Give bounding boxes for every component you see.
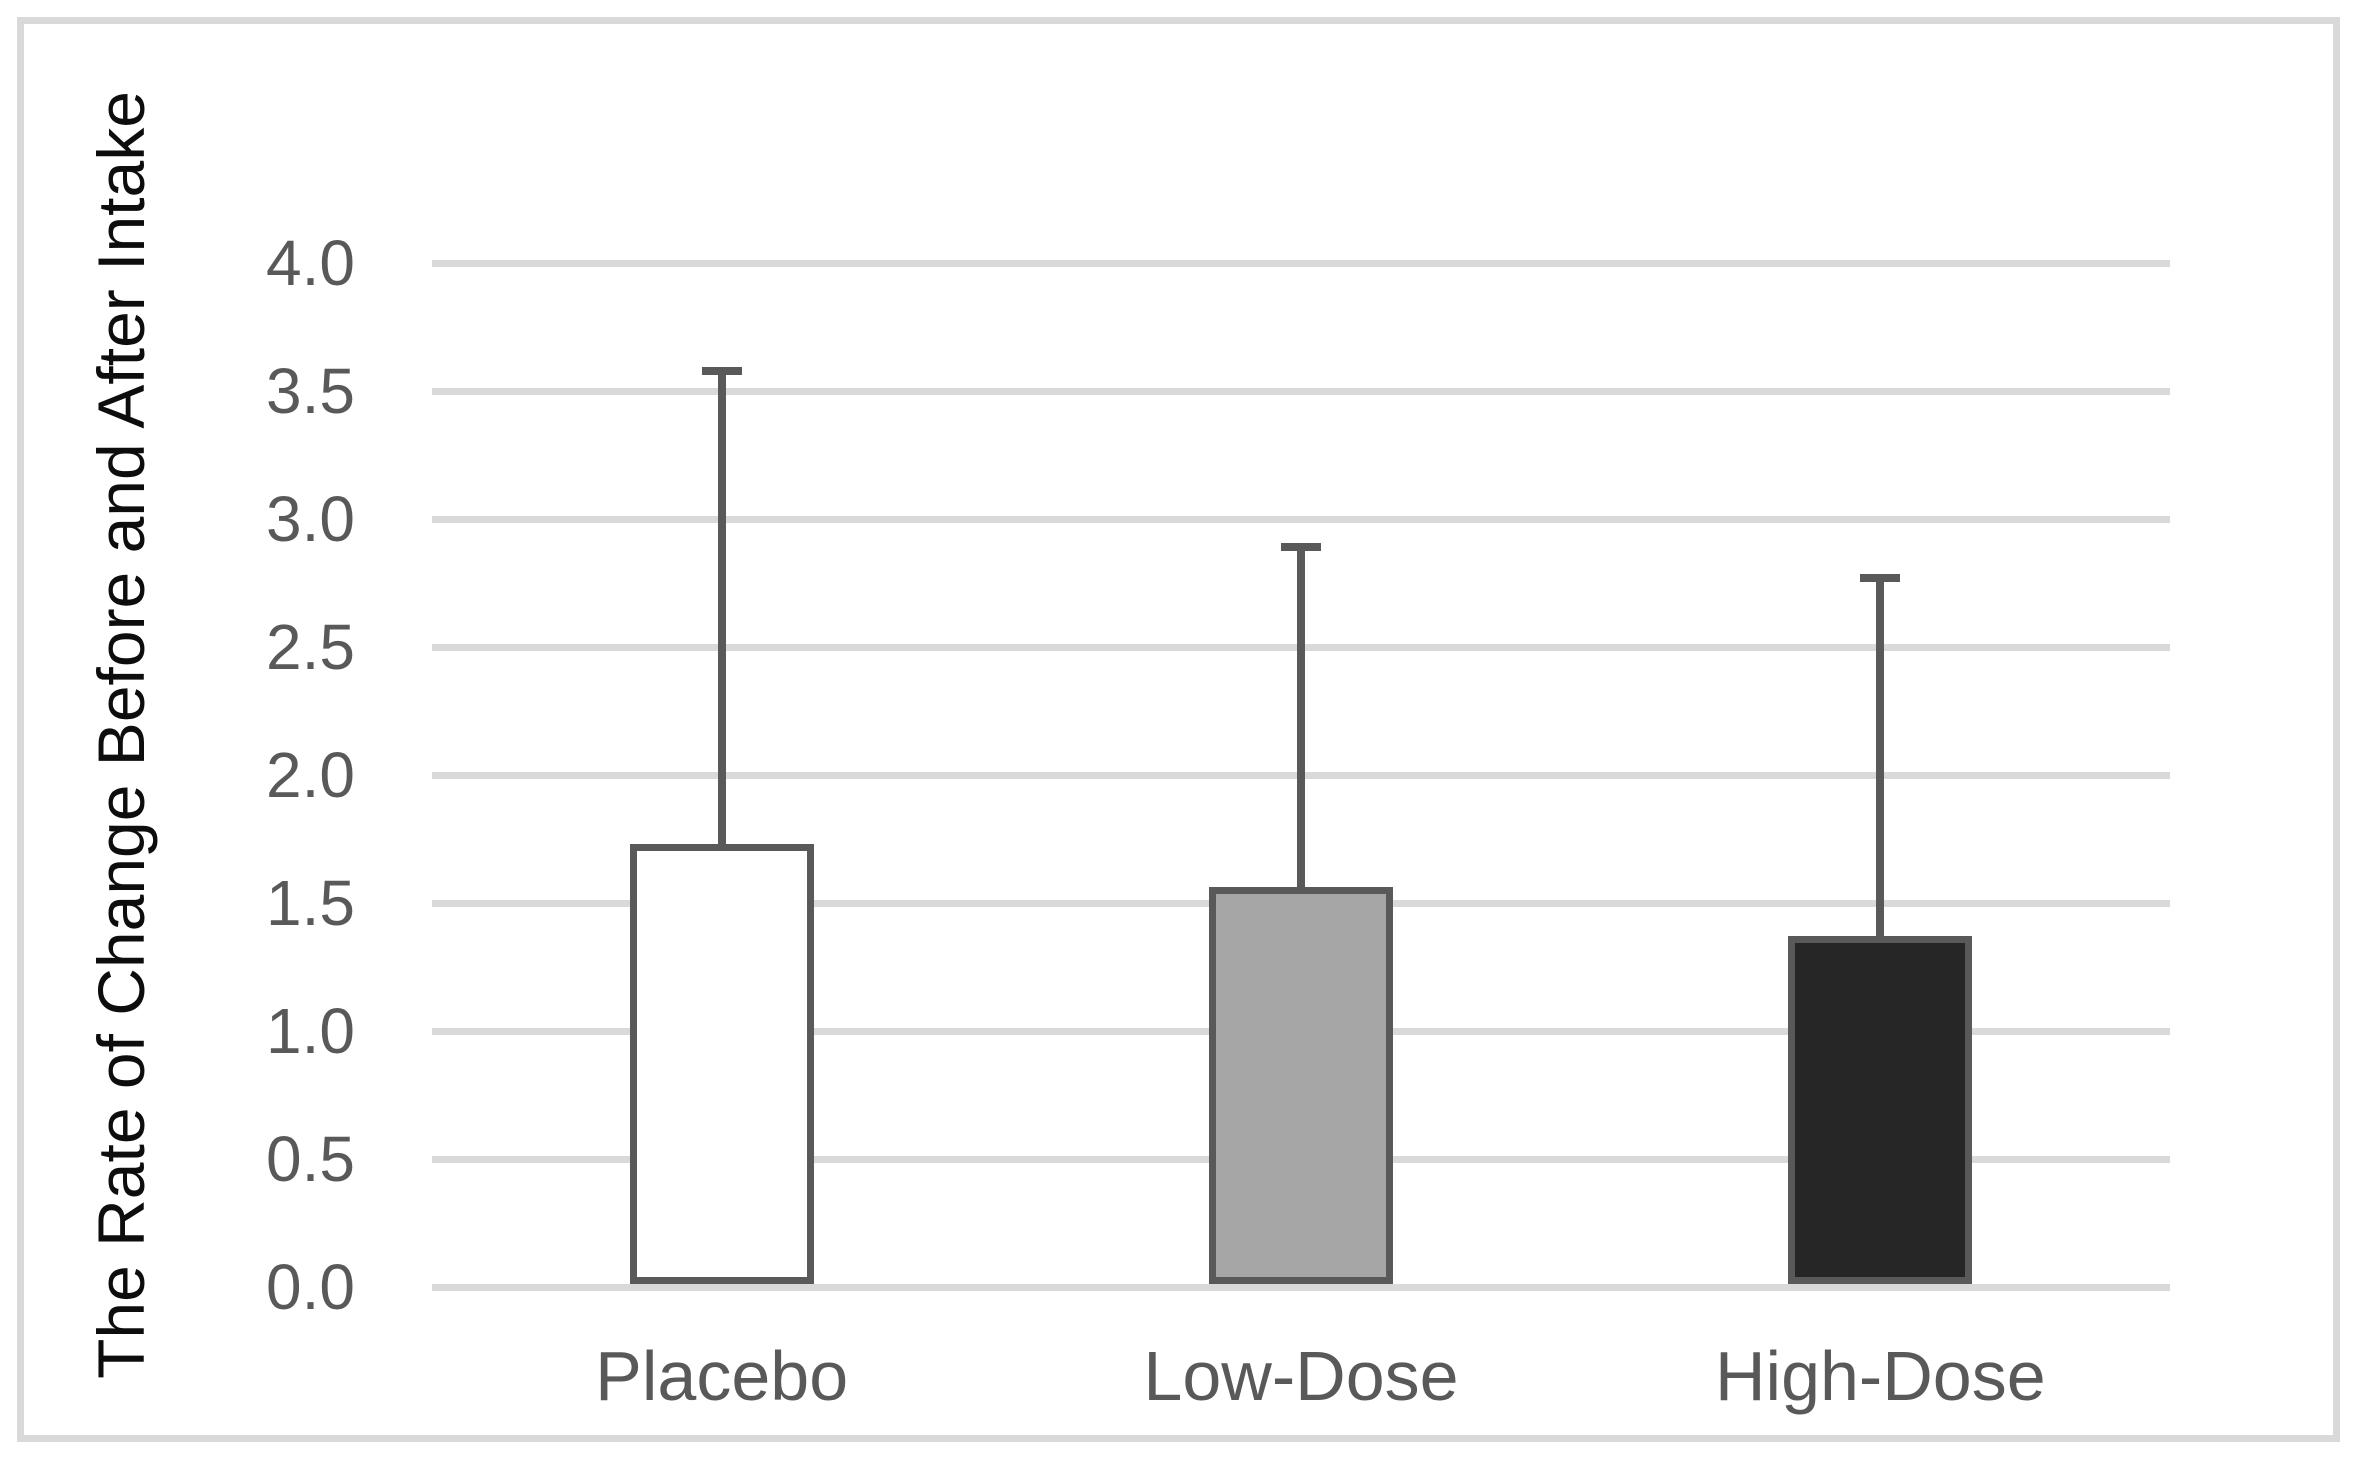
error-bar-line (1297, 547, 1305, 888)
category-label: High-Dose (1714, 1337, 2046, 1415)
gridline-0.0 (432, 1283, 2170, 1291)
category-label: Low-Dose (1143, 1337, 1459, 1415)
gridline-3.0 (432, 515, 2170, 523)
y-tick-label: 0.5 (266, 1123, 355, 1195)
bar-low-dose (1209, 887, 1393, 1284)
y-tick-label: 3.5 (266, 355, 355, 427)
y-tick-label: 1.5 (266, 867, 355, 939)
bar-high-dose (1788, 935, 1973, 1284)
error-bar-cap (701, 366, 742, 375)
error-bar-cap (1860, 573, 1901, 582)
y-tick-label: 3.0 (266, 483, 355, 555)
y-tick-label: 2.5 (266, 611, 355, 683)
error-bar-cap (1281, 543, 1321, 552)
category-label: Placebo (595, 1337, 849, 1415)
error-bar-line (1876, 577, 1885, 936)
bar-placebo (629, 843, 814, 1284)
gridline-4.0 (432, 259, 2170, 267)
error-bar-line (717, 370, 726, 844)
gridline-3.5 (432, 387, 2170, 395)
chart-outer-frame (17, 17, 2340, 1442)
y-tick-label: 1.0 (266, 995, 355, 1067)
y-tick-label: 0.0 (266, 1251, 355, 1323)
y-tick-label: 2.0 (266, 739, 355, 811)
y-tick-label: 4.0 (266, 227, 355, 299)
